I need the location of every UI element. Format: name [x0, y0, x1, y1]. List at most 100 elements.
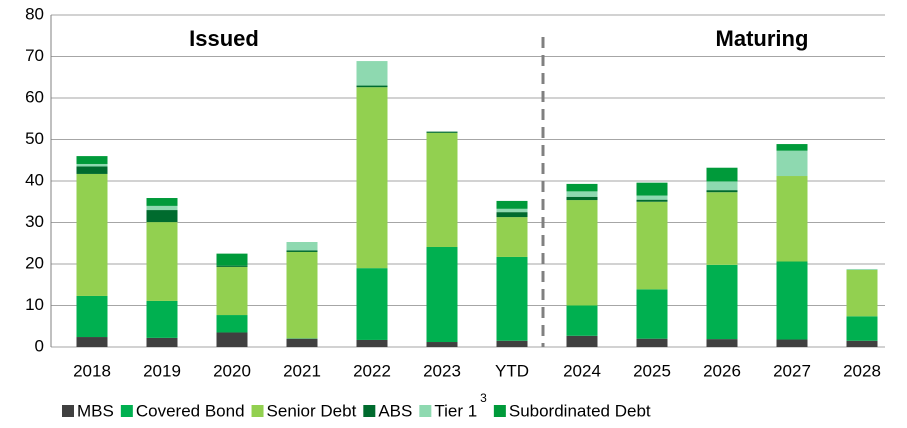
bar-segment [146, 337, 178, 347]
bar-segment [426, 132, 458, 247]
bar-segment [776, 150, 808, 177]
bar-segment [706, 167, 738, 182]
bar-segment [636, 182, 668, 196]
bar-segment [146, 198, 178, 206]
bar-segment [76, 166, 108, 174]
bar-segment [566, 196, 598, 201]
bar-segment [286, 251, 318, 339]
x-tick-label: 2023 [423, 361, 461, 380]
x-tick-label: 2020 [213, 361, 251, 380]
bar-segment [706, 181, 738, 191]
legend-swatch [120, 405, 133, 417]
bar-segment [426, 342, 458, 347]
bar-segment [146, 300, 178, 338]
bar-segment [636, 195, 668, 200]
x-tick-label: 2026 [703, 361, 741, 380]
bar-segment [706, 339, 738, 347]
bar-segment [216, 266, 248, 316]
bar-segment [76, 295, 108, 338]
annotation: Maturing [716, 26, 809, 51]
y-tick-label: 30 [25, 212, 44, 231]
bar-segment [356, 87, 388, 269]
legend-swatch [419, 405, 432, 417]
bar-segment [146, 205, 178, 211]
bar-segment [776, 261, 808, 340]
bar-segment [776, 144, 808, 151]
bar-segment [846, 268, 878, 270]
bar-segment [356, 339, 388, 347]
annotation: Issued [189, 26, 259, 51]
x-tick-label: YTD [495, 361, 529, 380]
bar-segment [566, 200, 598, 306]
bar-segment [146, 210, 178, 223]
bar-segment [76, 156, 108, 164]
legend-swatch [493, 405, 506, 417]
x-tick-label: 2022 [353, 361, 391, 380]
bar-segment [706, 190, 738, 193]
bar-segment [496, 217, 528, 257]
bar-segment [216, 253, 248, 266]
y-tick-label: 10 [25, 295, 44, 314]
legend-swatch [363, 405, 376, 417]
bar-segment [566, 191, 598, 197]
bar-segment [76, 337, 108, 347]
x-tick-label: 2019 [143, 361, 181, 380]
bar-segment [496, 340, 528, 347]
x-tick-label: 2027 [773, 361, 811, 380]
bar-segment [216, 265, 248, 267]
x-tick-label: 2024 [563, 361, 601, 380]
x-tick-label: 2028 [843, 361, 881, 380]
bar-segment [496, 208, 528, 213]
y-tick-label: 20 [25, 253, 44, 272]
bar-segment [846, 269, 878, 317]
bar-segment [496, 200, 528, 209]
bar-segment [846, 340, 878, 347]
bar-segment [636, 289, 668, 339]
bar-segment [496, 256, 528, 341]
bar-segment [566, 335, 598, 347]
bar-segment [636, 199, 668, 202]
bar-segment [286, 242, 318, 251]
legend-label: Covered Bond [136, 401, 245, 420]
bar-segment [216, 315, 248, 333]
bar-segment [566, 183, 598, 192]
y-tick-label: 50 [25, 129, 44, 148]
y-tick-label: 80 [25, 4, 44, 23]
bar-segment [216, 332, 248, 347]
bar-segment [356, 85, 388, 88]
bar-segment [776, 339, 808, 347]
y-tick-label: 70 [25, 46, 44, 65]
x-tick-label: 2021 [283, 361, 321, 380]
bar-segment [776, 176, 808, 262]
y-tick-label: 40 [25, 170, 44, 189]
bar-segment [846, 316, 878, 341]
bar-segment [146, 222, 178, 301]
legend-swatch [251, 405, 264, 417]
bar-segment [76, 173, 108, 296]
legend-footnote: 3 [480, 391, 487, 405]
legend-swatch [62, 405, 74, 417]
bar-segment [356, 268, 388, 340]
bar-segment [76, 163, 108, 167]
bar-segment [286, 338, 318, 347]
bar-segment [636, 201, 668, 290]
bar-segment [426, 131, 458, 133]
bar-segment [496, 212, 528, 218]
legend-label: ABS [378, 401, 412, 420]
legend-label: MBS [77, 401, 114, 420]
bar-segment [566, 305, 598, 336]
legend-label: Senior Debt [267, 401, 357, 420]
bar-segment [636, 338, 668, 347]
y-tick-label: 60 [25, 87, 44, 106]
legend-label: Subordinated Debt [509, 401, 651, 420]
x-tick-label: 2025 [633, 361, 671, 380]
y-tick-label: 0 [35, 336, 44, 355]
bar-segment [706, 192, 738, 265]
legend-label: Tier 1 [434, 401, 477, 420]
bar-segment [706, 264, 738, 340]
x-tick-label: 2018 [73, 361, 111, 380]
bar-segment [426, 246, 458, 343]
bar-segment [286, 250, 318, 252]
bar-segment [356, 61, 388, 86]
